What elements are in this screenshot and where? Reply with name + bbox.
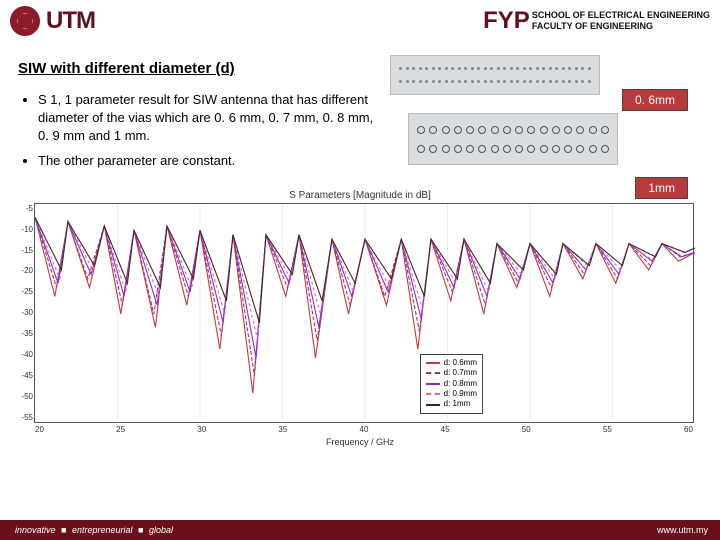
bullet-list: S 1, 1 parameter result for SIW antenna …: [0, 91, 390, 176]
chart-title: S Parameters [Magnitude in dB]: [10, 190, 710, 201]
bullet-item: The other parameter are constant.: [38, 152, 380, 170]
school-block: SCHOOL OF ELECTRICAL ENGINEERING FACULTY…: [532, 10, 710, 32]
chart-legend: d: 0.6mmd: 0.7mmd: 0.8mmd: 0.9mmd: 1mm: [420, 354, 483, 414]
logo: UTM: [10, 6, 95, 36]
y-axis-ticks: -5-10-15-20-25-30-35-40-45-50-55: [15, 204, 33, 422]
siw-diagrams: 0. 6mm 1mm: [390, 91, 700, 176]
s-parameter-chart: S Parameters [Magnitude in dB] -5-10-15-…: [10, 190, 710, 456]
fyp-label: FYP: [483, 7, 530, 35]
chart-curves: [35, 204, 695, 424]
x-axis-ticks: 202530354045505560: [35, 425, 693, 434]
bullet-item: S 1, 1 parameter result for SIW antenna …: [38, 91, 380, 146]
section-title: SIW with different diameter (d): [18, 60, 720, 77]
utm-seal-icon: [10, 6, 40, 36]
siw-diagram-small: [390, 55, 600, 95]
content-row: S 1, 1 parameter result for SIW antenna …: [0, 91, 720, 176]
chart-plot: -5-10-15-20-25-30-35-40-45-50-55 d: 0.6m…: [34, 203, 694, 423]
siw-diagram-large: [408, 113, 618, 165]
diameter-tag-top: 0. 6mm: [622, 89, 688, 111]
school-line2: FACULTY OF ENGINEERING: [532, 21, 710, 32]
header: UTM FYP SCHOOL OF ELECTRICAL ENGINEERING…: [0, 0, 720, 42]
school-line1: SCHOOL OF ELECTRICAL ENGINEERING: [532, 10, 710, 21]
footer-tags: innovative ■ entrepreneurial ■ global: [12, 525, 176, 535]
footer: innovative ■ entrepreneurial ■ global ww…: [0, 520, 720, 540]
x-axis-label: Frequency / GHz: [10, 437, 710, 447]
footer-url: www.utm.my: [657, 525, 708, 535]
utm-wordmark: UTM: [46, 7, 95, 35]
